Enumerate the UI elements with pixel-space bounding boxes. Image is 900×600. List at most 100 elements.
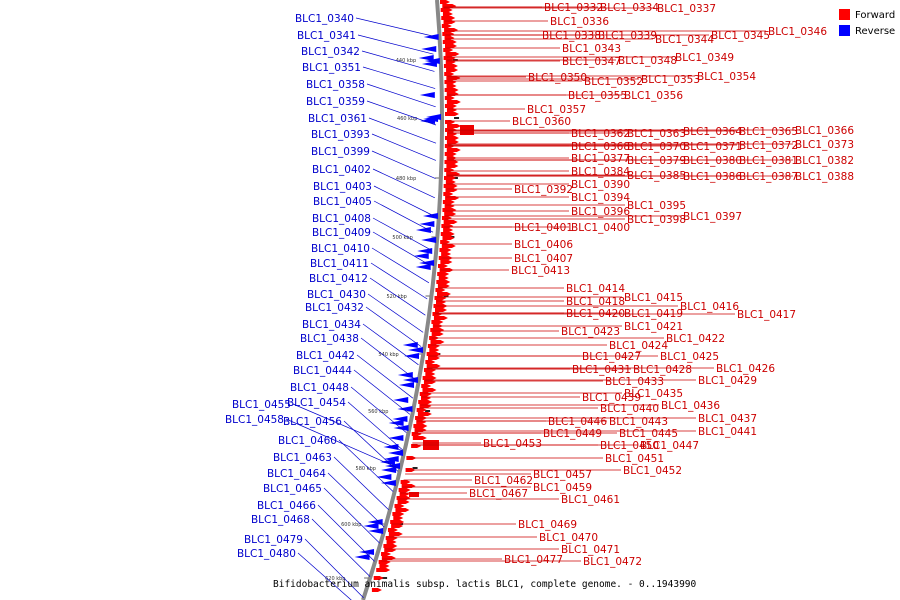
forward-feature-arrow [445, 112, 460, 116]
reverse-gene-label-leader [371, 150, 436, 179]
forward-feature-arrow [431, 332, 444, 336]
reverse-gene-label: BLC1_0434 [302, 319, 361, 331]
scale-tick-label: 500 kbp [392, 235, 412, 241]
forward-feature-arrow [437, 264, 448, 268]
forward-gene-label: BLC1_0384 [571, 166, 630, 178]
scale-tick-label: 620 kbp [325, 576, 345, 582]
forward-feature-arrow [401, 484, 416, 488]
forward-gene-label: BLC1_0386 [683, 171, 742, 183]
reverse-feature-arrow [380, 480, 396, 486]
forward-gene-label: BLC1_0366 [795, 125, 854, 137]
reverse-gene-label: BLC1_0403 [313, 181, 372, 193]
forward-gene-label: BLC1_0377 [571, 153, 630, 165]
reverse-feature-arrow [423, 34, 439, 40]
forward-feature-arrow [433, 316, 448, 320]
forward-gene-label: BLC1_0394 [571, 192, 630, 204]
reverse-gene-label-leader [367, 293, 424, 333]
forward-gene-label: BLC1_0380 [683, 155, 742, 167]
scale-marker [412, 467, 418, 469]
forward-gene-label: BLC1_0338 [542, 30, 601, 42]
forward-feature-arrow [436, 300, 446, 304]
reverse-gene-label-leader [369, 277, 426, 316]
forward-gene-label: BLC1_0398 [627, 214, 686, 226]
reverse-gene-label-leader [373, 185, 435, 217]
forward-feature-arrow [373, 576, 384, 580]
forward-gene-label: BLC1_0424 [609, 340, 668, 352]
forward-gene-label: BLC1_0427 [582, 351, 641, 363]
forward-feature-arrow [414, 428, 427, 432]
forward-feature-arrow [426, 352, 441, 356]
reverse-gene-label-leader [368, 117, 437, 144]
forward-gene-label: BLC1_0334 [600, 2, 659, 14]
reverse-feature-arrow [421, 46, 437, 52]
forward-feature-arrow [444, 44, 457, 48]
forward-feature-arrow [443, 184, 458, 188]
reverse-gene-label: BLC1_0465 [263, 483, 322, 495]
reverse-gene-labels: BLC1_0340 BLC1_0341 BLC1_0342 BLC1_0351 BLC1… [225, 13, 372, 560]
forward-gene-label: BLC1_0352 [584, 76, 643, 88]
map-caption: Bifidobacterium animalis subsp. lactis B… [273, 579, 697, 590]
reverse-gene-label: BLC1_0409 [312, 227, 371, 239]
legend-reverse-label: Reverse [855, 26, 895, 37]
reverse-feature-arrow [368, 528, 384, 534]
scale-marker [382, 577, 388, 579]
forward-gene-label: BLC1_0354 [697, 71, 756, 83]
forward-gene-label: BLC1_0414 [566, 283, 625, 295]
forward-feature-arrow [445, 188, 458, 192]
reverse-gene-label: BLC1_0480 [237, 548, 296, 560]
forward-feature-arrow [440, 260, 453, 264]
forward-feature-arrow [387, 528, 398, 532]
forward-gene-label: BLC1_0350 [528, 72, 587, 84]
forward-gene-label: BLC1_0472 [583, 556, 642, 568]
reverse-gene-label: BLC1_0412 [309, 273, 368, 285]
reverse-feature-arrow [392, 416, 408, 422]
forward-feature-arrow [444, 72, 455, 76]
forward-gene-label: BLC1_0345 [711, 30, 770, 42]
reverse-feature-arrow [399, 382, 415, 388]
forward-gene-label: BLC1_0453 [483, 438, 542, 450]
scale-tick-label: 540 kbp [378, 352, 398, 358]
forward-feature-arrow [412, 436, 427, 440]
reverse-feature-arrow [419, 221, 435, 227]
forward-gene-label: BLC1_0445 [619, 428, 678, 440]
forward-feature-arrow [438, 276, 449, 280]
forward-gene-label: BLC1_0392 [514, 184, 573, 196]
forward-feature-arrow [440, 0, 450, 4]
forward-gene-label: BLC1_0406 [514, 239, 573, 251]
reverse-feature-arrow [397, 406, 413, 412]
reverse-feature-arrow [419, 92, 435, 98]
scale-tick-label: 480 kbp [396, 176, 416, 182]
reverse-feature-arrow [388, 450, 404, 456]
reverse-gene-label-leader [356, 354, 414, 399]
reverse-gene-label-leader [343, 420, 399, 472]
forward-feature-arrow [445, 120, 456, 124]
forward-feature-arrow [444, 88, 459, 92]
forward-gene-label: BLC1_0435 [624, 388, 683, 400]
forward-gene-label: BLC1_0433 [605, 376, 664, 388]
forward-gene-label: BLC1_0370 [627, 141, 686, 153]
forward-gene-label: BLC1_0344 [655, 34, 714, 46]
reverse-gene-label: BLC1_0468 [251, 514, 310, 526]
forward-gene-label: BLC1_0381 [739, 155, 798, 167]
forward-gene-label: BLC1_0452 [623, 465, 682, 477]
forward-gene-label: BLC1_0467 [469, 488, 528, 500]
forward-feature-arrow [419, 392, 432, 396]
forward-feature-arrow [446, 84, 457, 88]
scale-tick-label: 600 kbp [341, 522, 361, 528]
forward-gene-label: BLC1_0362 [571, 128, 630, 140]
reverse-gene-label: BLC1_0466 [257, 500, 316, 512]
genome-backbone-arc [361, 0, 445, 600]
reverse-gene-label: BLC1_0444 [293, 365, 352, 377]
forward-gene-label: BLC1_0420 [566, 308, 625, 320]
forward-feature-arrow [393, 516, 404, 520]
forward-feature-arrow [416, 420, 427, 424]
forward-feature-arrow [446, 148, 461, 152]
forward-feature-arrow [446, 68, 459, 72]
reverse-gene-label: BLC1_0393 [311, 129, 370, 141]
forward-gene-label: BLC1_0471 [561, 544, 620, 556]
forward-feature-arrow [397, 500, 410, 504]
forward-feature-arrow [444, 168, 455, 172]
forward-gene-label: BLC1_0431 [572, 364, 631, 376]
forward-feature-arrow [394, 504, 405, 508]
forward-gene-label: BLC1_0459 [533, 482, 592, 494]
